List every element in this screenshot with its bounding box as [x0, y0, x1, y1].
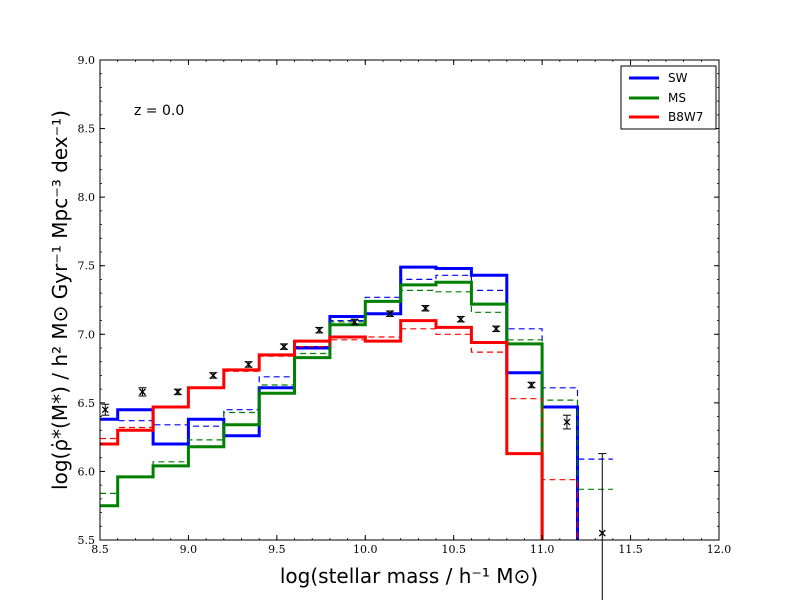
observation-point: [492, 325, 501, 333]
series-b8w7-dashed: [100, 328, 579, 540]
legend-label-b8w7: B8W7: [668, 110, 703, 124]
observation-point: [279, 343, 288, 351]
series-b8w7-solid: [100, 319, 544, 540]
series-sw-dashed: [100, 274, 613, 460]
y-tick-label: 8.5: [78, 123, 96, 136]
observation-point: [386, 310, 395, 318]
x-tick-label: 10.0: [353, 543, 378, 556]
observation-point: [350, 318, 359, 326]
observation-point: [562, 414, 571, 430]
legend: SW MS B8W7: [620, 65, 717, 130]
observation-point: [101, 403, 110, 416]
x-axis-label: log(stellar mass / h⁻¹ M⊙): [280, 564, 538, 588]
y-tick-label: 7.0: [78, 328, 96, 341]
y-tick-label: 8.0: [78, 191, 96, 204]
y-tick-label: 5.5: [78, 534, 96, 547]
y-axis-label: log(ρ̇*(M*) / h² M⊙ Gyr⁻¹ Mpc⁻³ dex⁻¹): [48, 110, 72, 490]
observation-point: [456, 315, 465, 323]
observation-point: [209, 371, 218, 379]
observation-point: [421, 304, 430, 312]
observation-point: [598, 453, 607, 600]
y-tick-label: 7.5: [78, 260, 96, 273]
x-tick-label: 9.0: [180, 543, 198, 556]
observation-point: [315, 326, 324, 334]
y-tick-label: 6.5: [78, 397, 96, 410]
x-tick-label: 11.5: [618, 543, 643, 556]
series-layer: [100, 265, 613, 540]
series-sw-solid: [100, 265, 579, 540]
series-ms-solid: [100, 280, 544, 540]
x-tick-label: 8.5: [91, 543, 109, 556]
observation-point: [173, 388, 182, 396]
legend-label-sw: SW: [668, 71, 688, 85]
ticks-layer: 8.5 9.0 9.5 10.0 10.5 11.0 11.5 12.0 5.5 6.0 6.5 7.…: [78, 54, 732, 556]
axes-layer: [99, 59, 720, 541]
x-tick-label: 12.0: [707, 543, 732, 556]
y-tick-label: 9.0: [78, 54, 96, 67]
x-tick-label: 9.5: [268, 543, 286, 556]
x-tick-label: 10.5: [441, 543, 466, 556]
observation-point: [527, 381, 536, 389]
redshift-annotation: z = 0.0: [134, 103, 184, 119]
observation-point: [138, 387, 147, 397]
y-tick-label: 6.0: [78, 465, 96, 478]
legend-label-ms: MS: [668, 91, 686, 105]
series-ms-dashed: [100, 289, 613, 494]
observation-point: [244, 360, 253, 368]
observations-layer: [101, 304, 607, 600]
plot-frame: [99, 59, 720, 541]
x-tick-label: 11.0: [530, 543, 555, 556]
